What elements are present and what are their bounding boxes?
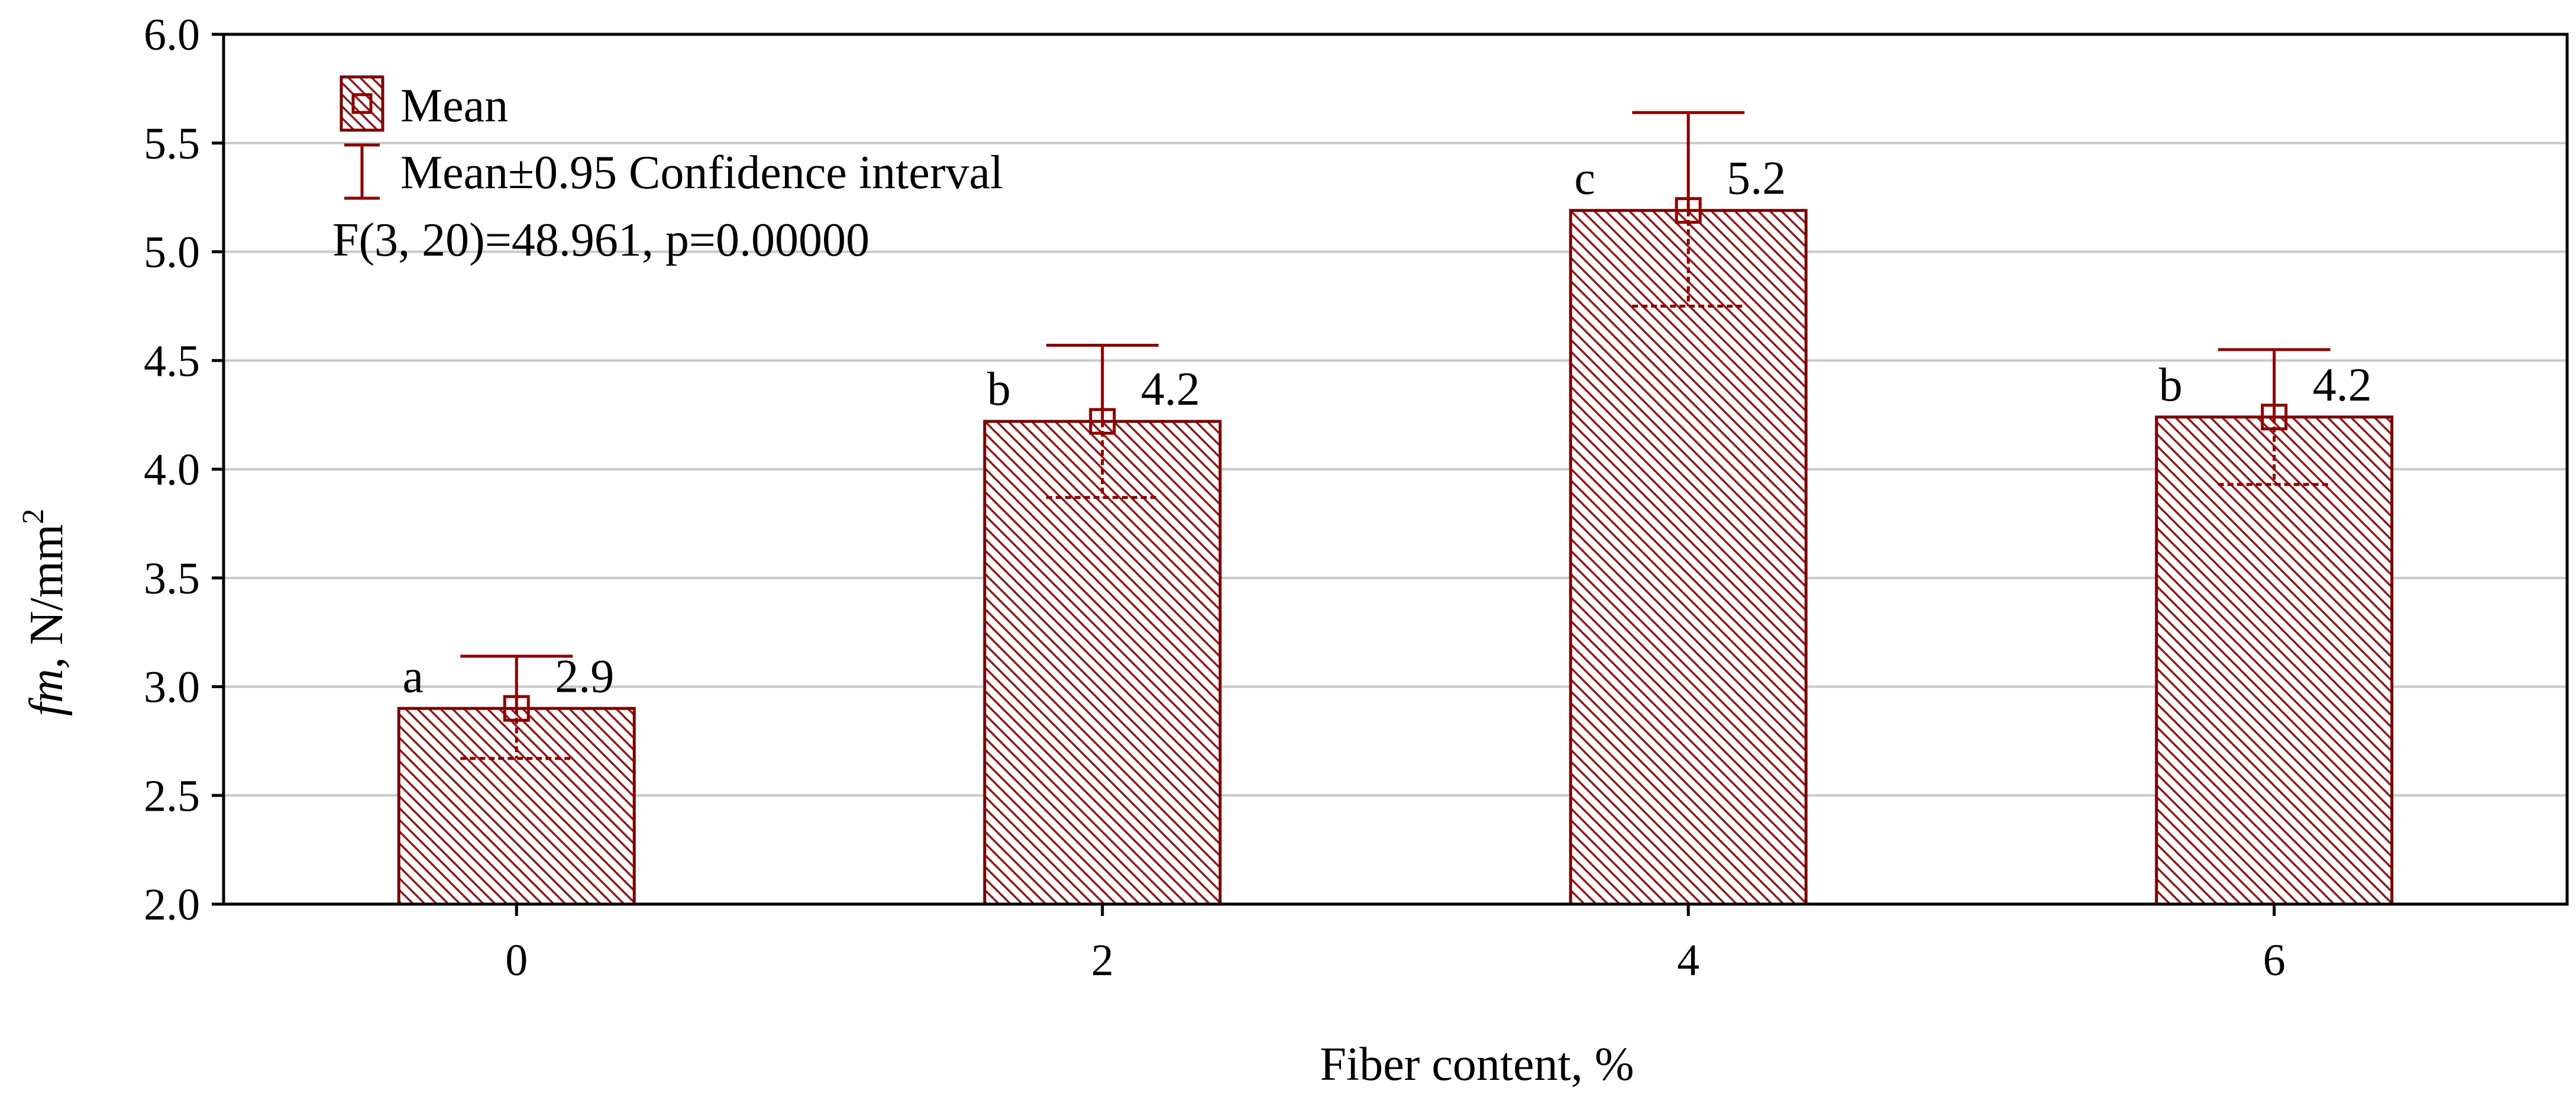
y-axis-title-sup: 2 bbox=[17, 509, 50, 524]
y-tick-label: 4.0 bbox=[144, 445, 200, 495]
mean-marker bbox=[503, 695, 530, 722]
value-label: 2.9 bbox=[555, 650, 614, 702]
bar-4 bbox=[1569, 209, 1808, 906]
value-label: 4.2 bbox=[1141, 363, 1200, 415]
y-axis-title-italic: fm, bbox=[21, 657, 73, 716]
group-letter-label: b bbox=[2159, 359, 2183, 411]
y-axis-title-unit bbox=[21, 645, 73, 657]
legend-mean-marker bbox=[351, 93, 373, 114]
y-tick-label: 2.5 bbox=[144, 771, 200, 821]
legend-stats-text: F(3, 20)=48.961, p=0.00000 bbox=[332, 214, 870, 266]
y-tick-label: 3.0 bbox=[144, 663, 200, 712]
y-tick-label: 4.5 bbox=[144, 336, 200, 386]
x-tick-label: 2 bbox=[1091, 936, 1114, 985]
bar-6 bbox=[2155, 415, 2394, 906]
error-bars bbox=[460, 111, 2331, 760]
y-axis-title: fm, N/mm2 bbox=[17, 509, 73, 716]
mean-marker bbox=[1089, 408, 1116, 435]
x-tick-label: 6 bbox=[2263, 936, 2286, 985]
value-label: 5.2 bbox=[1727, 153, 1786, 205]
y-tick-label: 2.0 bbox=[144, 880, 200, 930]
y-axis-title-unit-text: N/mm bbox=[21, 524, 73, 645]
x-tick-label: 0 bbox=[505, 936, 528, 985]
mean-marker bbox=[1675, 197, 1702, 224]
y-tick-label: 5.0 bbox=[144, 228, 200, 278]
y-tick-label: 3.5 bbox=[144, 554, 200, 604]
bar-2 bbox=[983, 420, 1222, 906]
group-letter-label: b bbox=[987, 363, 1011, 415]
legend: Mean Mean±0.95 Confidence interval F(3, … bbox=[332, 75, 1003, 266]
legend-ci-label: Mean±0.95 Confidence interval bbox=[400, 147, 1003, 199]
bars bbox=[397, 209, 2394, 906]
legend-mean-swatch bbox=[340, 75, 384, 132]
grid-lines bbox=[224, 33, 2567, 797]
data-labels: a 2.9 b 4.2 c 5.2 b 4.2 bbox=[402, 153, 2371, 703]
group-letter-label: a bbox=[402, 650, 424, 702]
legend-mean-label: Mean bbox=[400, 80, 508, 132]
y-tick-label: 6.0 bbox=[144, 10, 200, 60]
value-label: 4.2 bbox=[2313, 359, 2372, 411]
x-tick-label: 4 bbox=[1677, 936, 1699, 985]
axes: 2.0 2.5 3.0 3.5 4.0 4.5 5.0 5.5 6.0 0 2 4 6 bbox=[144, 10, 2569, 985]
group-letter-label: c bbox=[1574, 153, 1595, 205]
y-tick-label: 5.5 bbox=[144, 119, 200, 169]
mean-marker bbox=[2261, 404, 2288, 431]
x-axis-title: Fiber content, % bbox=[1320, 1038, 1634, 1091]
